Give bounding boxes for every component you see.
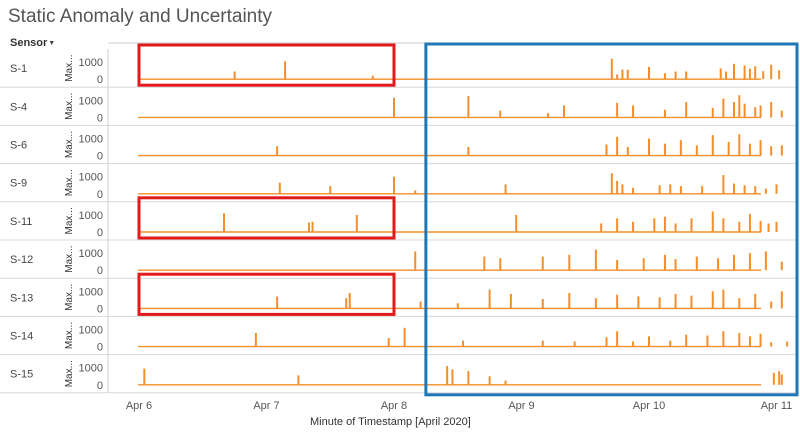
highlight-box-red <box>137 272 396 316</box>
y-tick-label: 0 <box>97 151 103 163</box>
y-tick-label: 1000 <box>79 57 103 69</box>
y-tick-label: 0 <box>97 112 103 124</box>
x-tick-label: Apr 7 <box>253 400 279 412</box>
chart-title: Static Anomaly and Uncertainty <box>8 6 273 27</box>
y-tick-label: 0 <box>97 380 103 392</box>
x-tick-label: Apr 8 <box>381 400 407 412</box>
sensor-label: S-9 <box>10 178 27 190</box>
x-axis-title: Minute of Timestamp [April 2020] <box>310 416 471 428</box>
sensor-label: S-4 <box>10 101 27 113</box>
y-axis-label: Max... <box>64 93 75 120</box>
y-tick-label: 0 <box>97 227 103 239</box>
sensor-header[interactable]: Sensor▼ <box>10 37 55 49</box>
sensor-label: S-12 <box>10 254 33 266</box>
y-axis-label: Max... <box>64 360 75 387</box>
y-axis-label: Max... <box>64 322 75 349</box>
y-tick-label: 1000 <box>79 286 103 298</box>
sensor-label: S-11 <box>10 216 32 228</box>
y-tick-label: 1000 <box>79 210 103 222</box>
sort-arrow-icon[interactable]: ▼ <box>48 39 56 47</box>
y-axis-label: Max... <box>64 169 75 196</box>
sensor-label: S-6 <box>10 140 27 152</box>
y-tick-label: 0 <box>97 342 103 354</box>
y-axis-label: Max... <box>64 207 75 234</box>
y-axis-label: Max... <box>64 54 75 81</box>
y-tick-label: 1000 <box>79 363 103 375</box>
sensor-header-label: Sensor <box>10 37 48 49</box>
highlight-box-blue <box>424 42 799 397</box>
sensor-label: S-14 <box>10 331 33 343</box>
sensor-label: S-13 <box>10 292 33 304</box>
x-tick-label: Apr 11 <box>761 400 793 412</box>
y-tick-label: 1000 <box>79 325 103 337</box>
y-tick-label: 0 <box>97 74 103 86</box>
highlight-box-red <box>137 43 396 87</box>
x-tick-label: Apr 6 <box>126 400 152 412</box>
y-tick-label: 0 <box>97 265 103 277</box>
y-tick-label: 1000 <box>79 95 103 107</box>
y-tick-label: 0 <box>97 303 103 315</box>
x-tick-label: Apr 10 <box>633 400 665 412</box>
y-tick-label: 1000 <box>79 172 103 184</box>
y-axis-label: Max... <box>64 131 75 158</box>
highlight-box-red <box>137 196 396 240</box>
x-tick-label: Apr 9 <box>508 400 534 412</box>
y-tick-label: 1000 <box>79 134 103 146</box>
sensor-label: S-15 <box>10 369 33 381</box>
y-tick-label: 0 <box>97 189 103 201</box>
y-tick-label: 1000 <box>79 248 103 260</box>
sensor-label: S-1 <box>10 63 27 75</box>
y-axis-label: Max... <box>64 245 75 272</box>
y-axis-label: Max... <box>64 284 75 311</box>
